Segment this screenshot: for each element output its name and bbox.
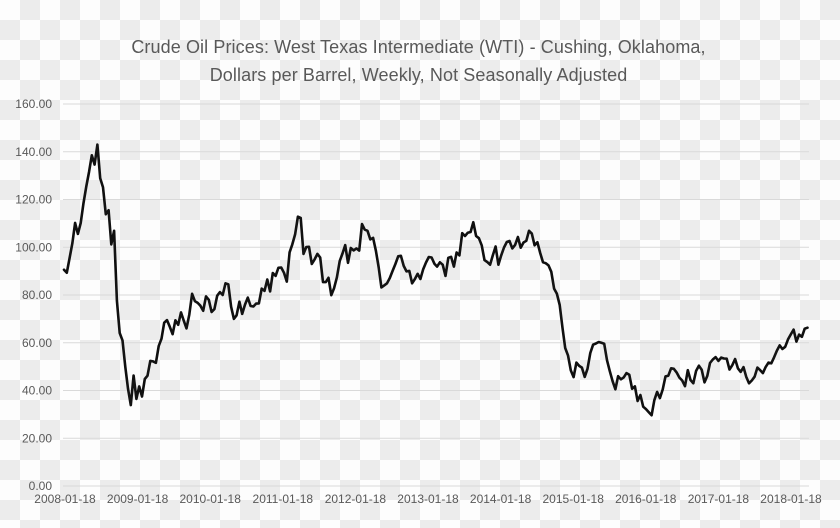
x-tick-label: 2008-01-18 bbox=[34, 492, 96, 506]
chart-title-line-2: Dollars per Barrel, Weekly, Not Seasonal… bbox=[209, 65, 628, 85]
price-line bbox=[62, 143, 809, 417]
x-tick-label: 2018-01-18 bbox=[760, 492, 822, 506]
chart-title: Crude Oil Prices: West Texas Intermediat… bbox=[0, 33, 837, 89]
x-tick-label: 2009-01-18 bbox=[107, 492, 169, 506]
x-tick-label: 2015-01-18 bbox=[543, 492, 605, 506]
x-tick-label: 2013-01-18 bbox=[397, 492, 459, 506]
chart-title-line-1: Crude Oil Prices: West Texas Intermediat… bbox=[131, 37, 706, 57]
y-tick-label: 0.00 bbox=[29, 479, 53, 493]
y-tick-label: 140.00 bbox=[15, 145, 52, 159]
y-tick-label: 100.00 bbox=[15, 240, 52, 254]
x-tick-label: 2012-01-18 bbox=[325, 492, 387, 506]
y-tick-label: 60.00 bbox=[22, 336, 52, 350]
y-tick-label: 160.00 bbox=[15, 97, 52, 111]
x-tick-label: 2017-01-18 bbox=[688, 492, 750, 506]
y-tick-label: 40.00 bbox=[22, 384, 52, 398]
y-tick-label: 120.00 bbox=[15, 193, 52, 207]
y-tick-label: 80.00 bbox=[22, 288, 52, 302]
x-tick-label: 2014-01-18 bbox=[470, 492, 532, 506]
x-tick-label: 2011-01-18 bbox=[253, 492, 314, 506]
y-tick-label: 20.00 bbox=[22, 431, 52, 445]
x-tick-label: 2010-01-18 bbox=[180, 492, 242, 506]
x-tick-label: 2016-01-18 bbox=[615, 492, 677, 506]
